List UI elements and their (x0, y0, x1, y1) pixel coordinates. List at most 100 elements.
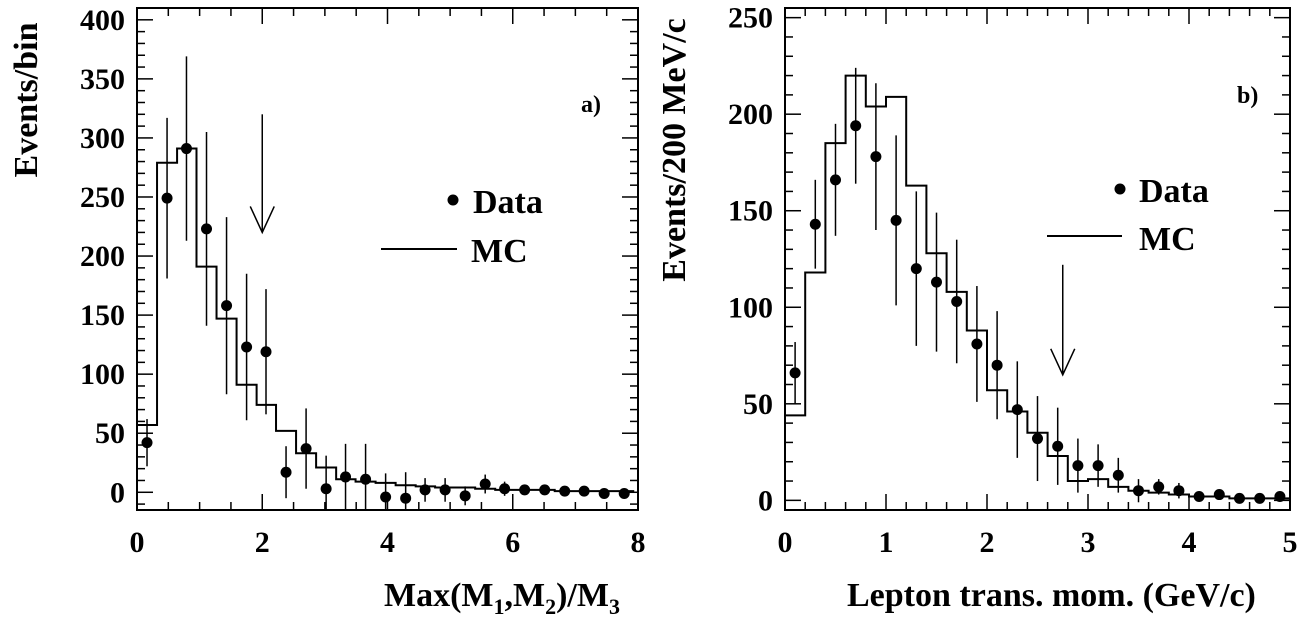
y-tick-label: 400 (80, 4, 125, 37)
panel-a-cut-arrow (249, 114, 275, 235)
x-tick-label: 4 (1182, 526, 1197, 559)
data-point (241, 341, 253, 353)
data-point (380, 491, 392, 503)
data-point (1032, 433, 1043, 445)
data-point (221, 300, 233, 312)
data-point (499, 483, 511, 495)
arrow-head (249, 206, 275, 235)
data-point (1011, 404, 1023, 416)
data-point (1193, 490, 1205, 502)
x-tick-label: 4 (380, 526, 395, 559)
data-point (1274, 490, 1286, 502)
panel-a-legend-data-label: Data (473, 184, 543, 221)
data-point (618, 487, 630, 499)
y-tick-label: 250 (80, 181, 125, 214)
data-point (1112, 469, 1124, 481)
data-point (260, 346, 272, 358)
panel-b-cut-arrow (1050, 264, 1076, 377)
x-tick-label: 0 (778, 526, 793, 559)
panel-b-legend-data-marker (1114, 183, 1126, 195)
data-point (578, 485, 590, 497)
panel-a-legend-mc-label: MC (471, 233, 528, 270)
data-point (1254, 492, 1266, 504)
y-tick-label: 250 (728, 2, 773, 35)
data-point (320, 483, 332, 495)
data-point (789, 367, 801, 379)
y-tick-label: 150 (728, 195, 773, 228)
y-tick-label: 150 (80, 299, 125, 332)
panel-a-data-points (141, 56, 630, 510)
data-point (1133, 485, 1144, 497)
y-tick-label: 350 (80, 63, 125, 96)
data-point (459, 490, 471, 502)
data-point (830, 174, 841, 186)
data-point (419, 484, 431, 496)
data-point (931, 276, 942, 288)
y-tick-label: 50 (743, 388, 773, 421)
y-tick-label: 100 (728, 291, 773, 324)
x-tick-label: 6 (505, 526, 520, 559)
data-point (951, 295, 963, 307)
data-point (519, 484, 531, 496)
panel-b-label: b) (1237, 83, 1258, 109)
data-point (1072, 460, 1084, 472)
panel-b-x-tick-labels: 0 1 2 3 4 5 (778, 526, 1298, 559)
data-point (180, 143, 192, 155)
data-point (360, 473, 372, 485)
data-point (1092, 460, 1104, 472)
data-point (559, 485, 571, 497)
arrow-head (1050, 348, 1076, 377)
panel-b-legend-mc-label: MC (1139, 221, 1196, 258)
panel-b-x-axis-title: Lepton trans. mom. (GeV/c) (847, 577, 1256, 614)
data-point (1052, 440, 1064, 452)
y-tick-label: 300 (80, 122, 125, 155)
data-point (1234, 492, 1245, 504)
data-point (1153, 481, 1165, 493)
panel-b-legend-data-label: Data (1139, 173, 1209, 210)
panel-a-y-tick-labels: 0 50 100 150 200 250 300 350 400 (80, 4, 125, 509)
panel-a-label: a) (581, 92, 601, 118)
data-point (991, 359, 1003, 371)
data-point (479, 478, 491, 490)
x-tick-label: 3 (1081, 526, 1096, 559)
y-tick-label: 0 (758, 484, 773, 517)
data-point (1213, 489, 1225, 501)
data-point (439, 484, 451, 496)
x-tick-label: 5 (1283, 526, 1298, 559)
x-tick-label: 1 (879, 526, 894, 559)
data-point (400, 492, 412, 504)
panel-a-x-axis-title: Max(M1,M2)/M3 (384, 577, 620, 619)
y-tick-label: 50 (95, 417, 125, 450)
panel-a-ticks (136, 7, 639, 510)
panel-b-data-points (789, 67, 1286, 504)
x-tick-label: 8 (631, 526, 646, 559)
data-point (1173, 485, 1185, 497)
data-point (161, 192, 173, 204)
panel-a-legend-data-marker (447, 194, 459, 206)
panel-b-ticks (784, 8, 1291, 510)
panel-a-y-axis-title: Events/bin (8, 22, 45, 177)
data-point (870, 151, 882, 163)
data-point (340, 471, 352, 483)
data-point (910, 263, 922, 275)
data-point (141, 437, 153, 449)
data-point (201, 223, 213, 235)
data-point (280, 466, 292, 478)
data-point (539, 484, 551, 496)
data-point (890, 214, 902, 226)
panel-a-frame (136, 7, 639, 511)
data-point (850, 120, 862, 132)
panel-a-mc-histogram (136, 147, 635, 493)
panel-b-y-tick-labels: 0 50 100 150 200 250 (728, 2, 773, 518)
y-tick-label: 200 (728, 98, 773, 131)
y-tick-label: 200 (80, 240, 125, 273)
panel-b-frame (784, 7, 1291, 511)
y-tick-label: 0 (110, 476, 125, 509)
data-point (598, 487, 610, 499)
x-tick-label: 2 (980, 526, 995, 559)
panel-a: 0 50 100 150 200 250 300 350 400 0 2 4 6 8 a) Data M… (8, 4, 646, 619)
x-tick-label: 0 (130, 526, 145, 559)
panel-a-x-tick-labels: 0 2 4 6 8 (130, 526, 646, 559)
x-tick-label: 2 (255, 526, 270, 559)
